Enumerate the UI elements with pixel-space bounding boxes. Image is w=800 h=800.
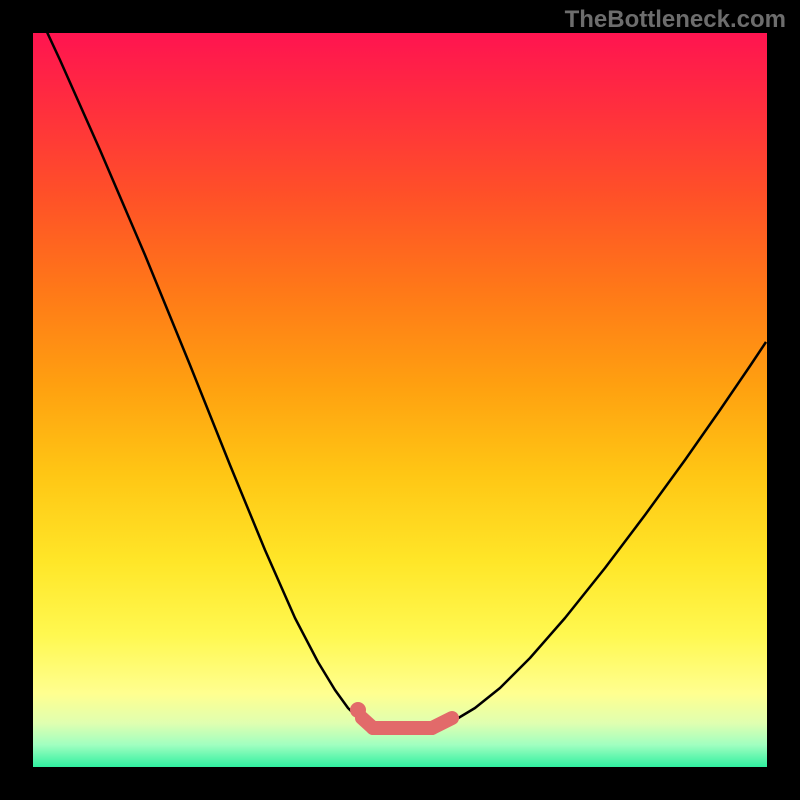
watermark-text: TheBottleneck.com: [565, 6, 786, 34]
chart-svg: [33, 33, 767, 767]
chart-container: TheBottleneck.com: [0, 0, 800, 800]
optimal-range-marker: [432, 718, 452, 728]
bottleneck-curve: [33, 33, 766, 729]
optimal-range-dot: [350, 702, 366, 718]
plot-area: [33, 33, 767, 767]
